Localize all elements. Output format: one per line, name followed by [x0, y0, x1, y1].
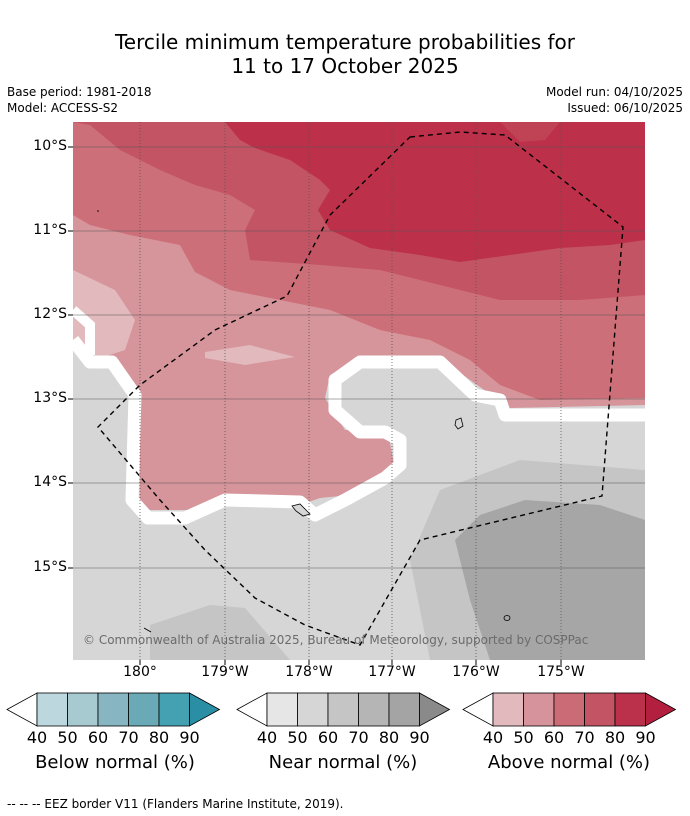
above-legend-tick-60: 60 — [543, 728, 565, 747]
latitude-gridlines — [73, 146, 645, 569]
title-line-1: Tercile minimum temperature probabilitie… — [114, 30, 576, 54]
near-legend-swatch-50 — [297, 692, 329, 727]
near-normal-60-south — [150, 605, 290, 660]
axis-ticks — [68, 146, 562, 665]
below-legend-swatch-80 — [158, 692, 190, 727]
above-legend-swatch-60 — [553, 692, 585, 727]
base-period: Base period: 1981-2018 — [7, 85, 152, 99]
below-legend-tick-50: 50 — [57, 728, 78, 747]
issued-date: Issued: 06/10/2025 — [567, 101, 683, 115]
below-legend-swatch-60 — [97, 692, 129, 727]
below-legend-under-arrow — [6, 692, 38, 727]
above-legend-tick-40: 40 — [482, 728, 504, 747]
island-3 — [503, 615, 511, 621]
below-legend-swatch-70 — [128, 692, 160, 727]
near-legend-tick-60: 60 — [317, 728, 339, 747]
near-legend-over-arrow — [419, 692, 451, 727]
above-legend-tick-50: 50 — [513, 728, 534, 747]
above-normal-80-streak — [500, 122, 560, 142]
below-legend-tick-80: 80 — [148, 728, 170, 747]
lat-label-10s: 10°S — [33, 138, 67, 154]
above-legend-swatch-80 — [614, 692, 646, 727]
lon-label-179w: 179°W — [201, 664, 249, 680]
near-legend-tick-40: 40 — [256, 728, 278, 747]
below-legend-tick-90: 90 — [179, 728, 200, 747]
eez-border — [97, 131, 624, 646]
lat-label-13s: 13°S — [33, 390, 67, 406]
near-legend-under-arrow — [236, 692, 268, 727]
lon-label-178w: 178°W — [285, 664, 333, 680]
model-name: Model: ACCESS-S2 — [7, 101, 119, 115]
above-normal-40-patch — [205, 345, 295, 365]
below-legend-tick-40: 40 — [26, 728, 48, 747]
near-legend-swatch-70 — [358, 692, 390, 727]
below-legend-over-arrow — [189, 692, 221, 727]
below-legend-tick-60: 60 — [87, 728, 109, 747]
above-legend-tick-70: 70 — [574, 728, 595, 747]
near-legend-swatch-40 — [266, 692, 298, 727]
above-normal-80-region — [225, 122, 645, 262]
legend-above-normal — [462, 692, 677, 727]
white-boundary-band — [73, 336, 645, 525]
near-legend-tick-70: 70 — [348, 728, 369, 747]
lat-label-11s: 11°S — [33, 222, 67, 238]
above-legend-over-arrow — [645, 692, 677, 727]
legend-title-above: Above normal (%) — [487, 752, 651, 773]
below-legend-swatch-40 — [36, 692, 68, 727]
above-legend-tick-90: 90 — [635, 728, 656, 747]
below-legend-tick-70: 70 — [118, 728, 139, 747]
lon-label-180: 180° — [123, 664, 157, 680]
probability-field — [73, 122, 645, 660]
island-5 — [97, 210, 99, 212]
below-legend-swatch-50 — [67, 692, 99, 727]
map-title: Tercile minimum temperature probabilitie… — [0, 30, 690, 78]
lon-label-175w: 175°W — [537, 664, 585, 680]
lon-label-177w: 177°W — [368, 664, 416, 680]
above-legend-tick-80: 80 — [604, 728, 626, 747]
above-legend-under-arrow — [462, 692, 494, 727]
legend-below-normal — [6, 692, 221, 727]
island-2 — [291, 503, 311, 517]
lat-label-15s: 15°S — [33, 559, 67, 575]
above-legend-swatch-50 — [523, 692, 555, 727]
near-legend-swatch-60 — [327, 692, 359, 727]
legend-title-near: Near normal (%) — [268, 752, 418, 773]
copyright-notice: © Commonwealth of Australia 2025, Bureau… — [83, 633, 589, 647]
lat-label-14s: 14°S — [33, 474, 67, 490]
lat-label-12s: 12°S — [33, 306, 67, 322]
island-4 — [143, 627, 152, 633]
above-legend-swatch-40 — [492, 692, 524, 727]
title-line-2: 11 to 17 October 2025 — [231, 54, 459, 78]
island-1 — [454, 417, 464, 430]
near-legend-tick-90: 90 — [409, 728, 430, 747]
above-legend-swatch-70 — [584, 692, 616, 727]
near-legend-tick-50: 50 — [287, 728, 308, 747]
meta-left: Base period: 1981-2018 Model: ACCESS-S2 — [7, 84, 152, 116]
near-legend-tick-80: 80 — [378, 728, 400, 747]
model-run: Model run: 04/10/2025 — [545, 85, 683, 99]
eez-footnote: -- -- -- EEZ border V11 (Flanders Marine… — [7, 797, 344, 811]
near-normal-70-region — [455, 500, 645, 660]
legend-near-normal — [236, 692, 451, 727]
meta-right: Model run: 04/10/2025 Issued: 06/10/2025 — [546, 84, 683, 116]
legend-title-below: Below normal (%) — [35, 752, 195, 773]
near-legend-swatch-80 — [388, 692, 420, 727]
lon-label-176w: 176°W — [452, 664, 500, 680]
